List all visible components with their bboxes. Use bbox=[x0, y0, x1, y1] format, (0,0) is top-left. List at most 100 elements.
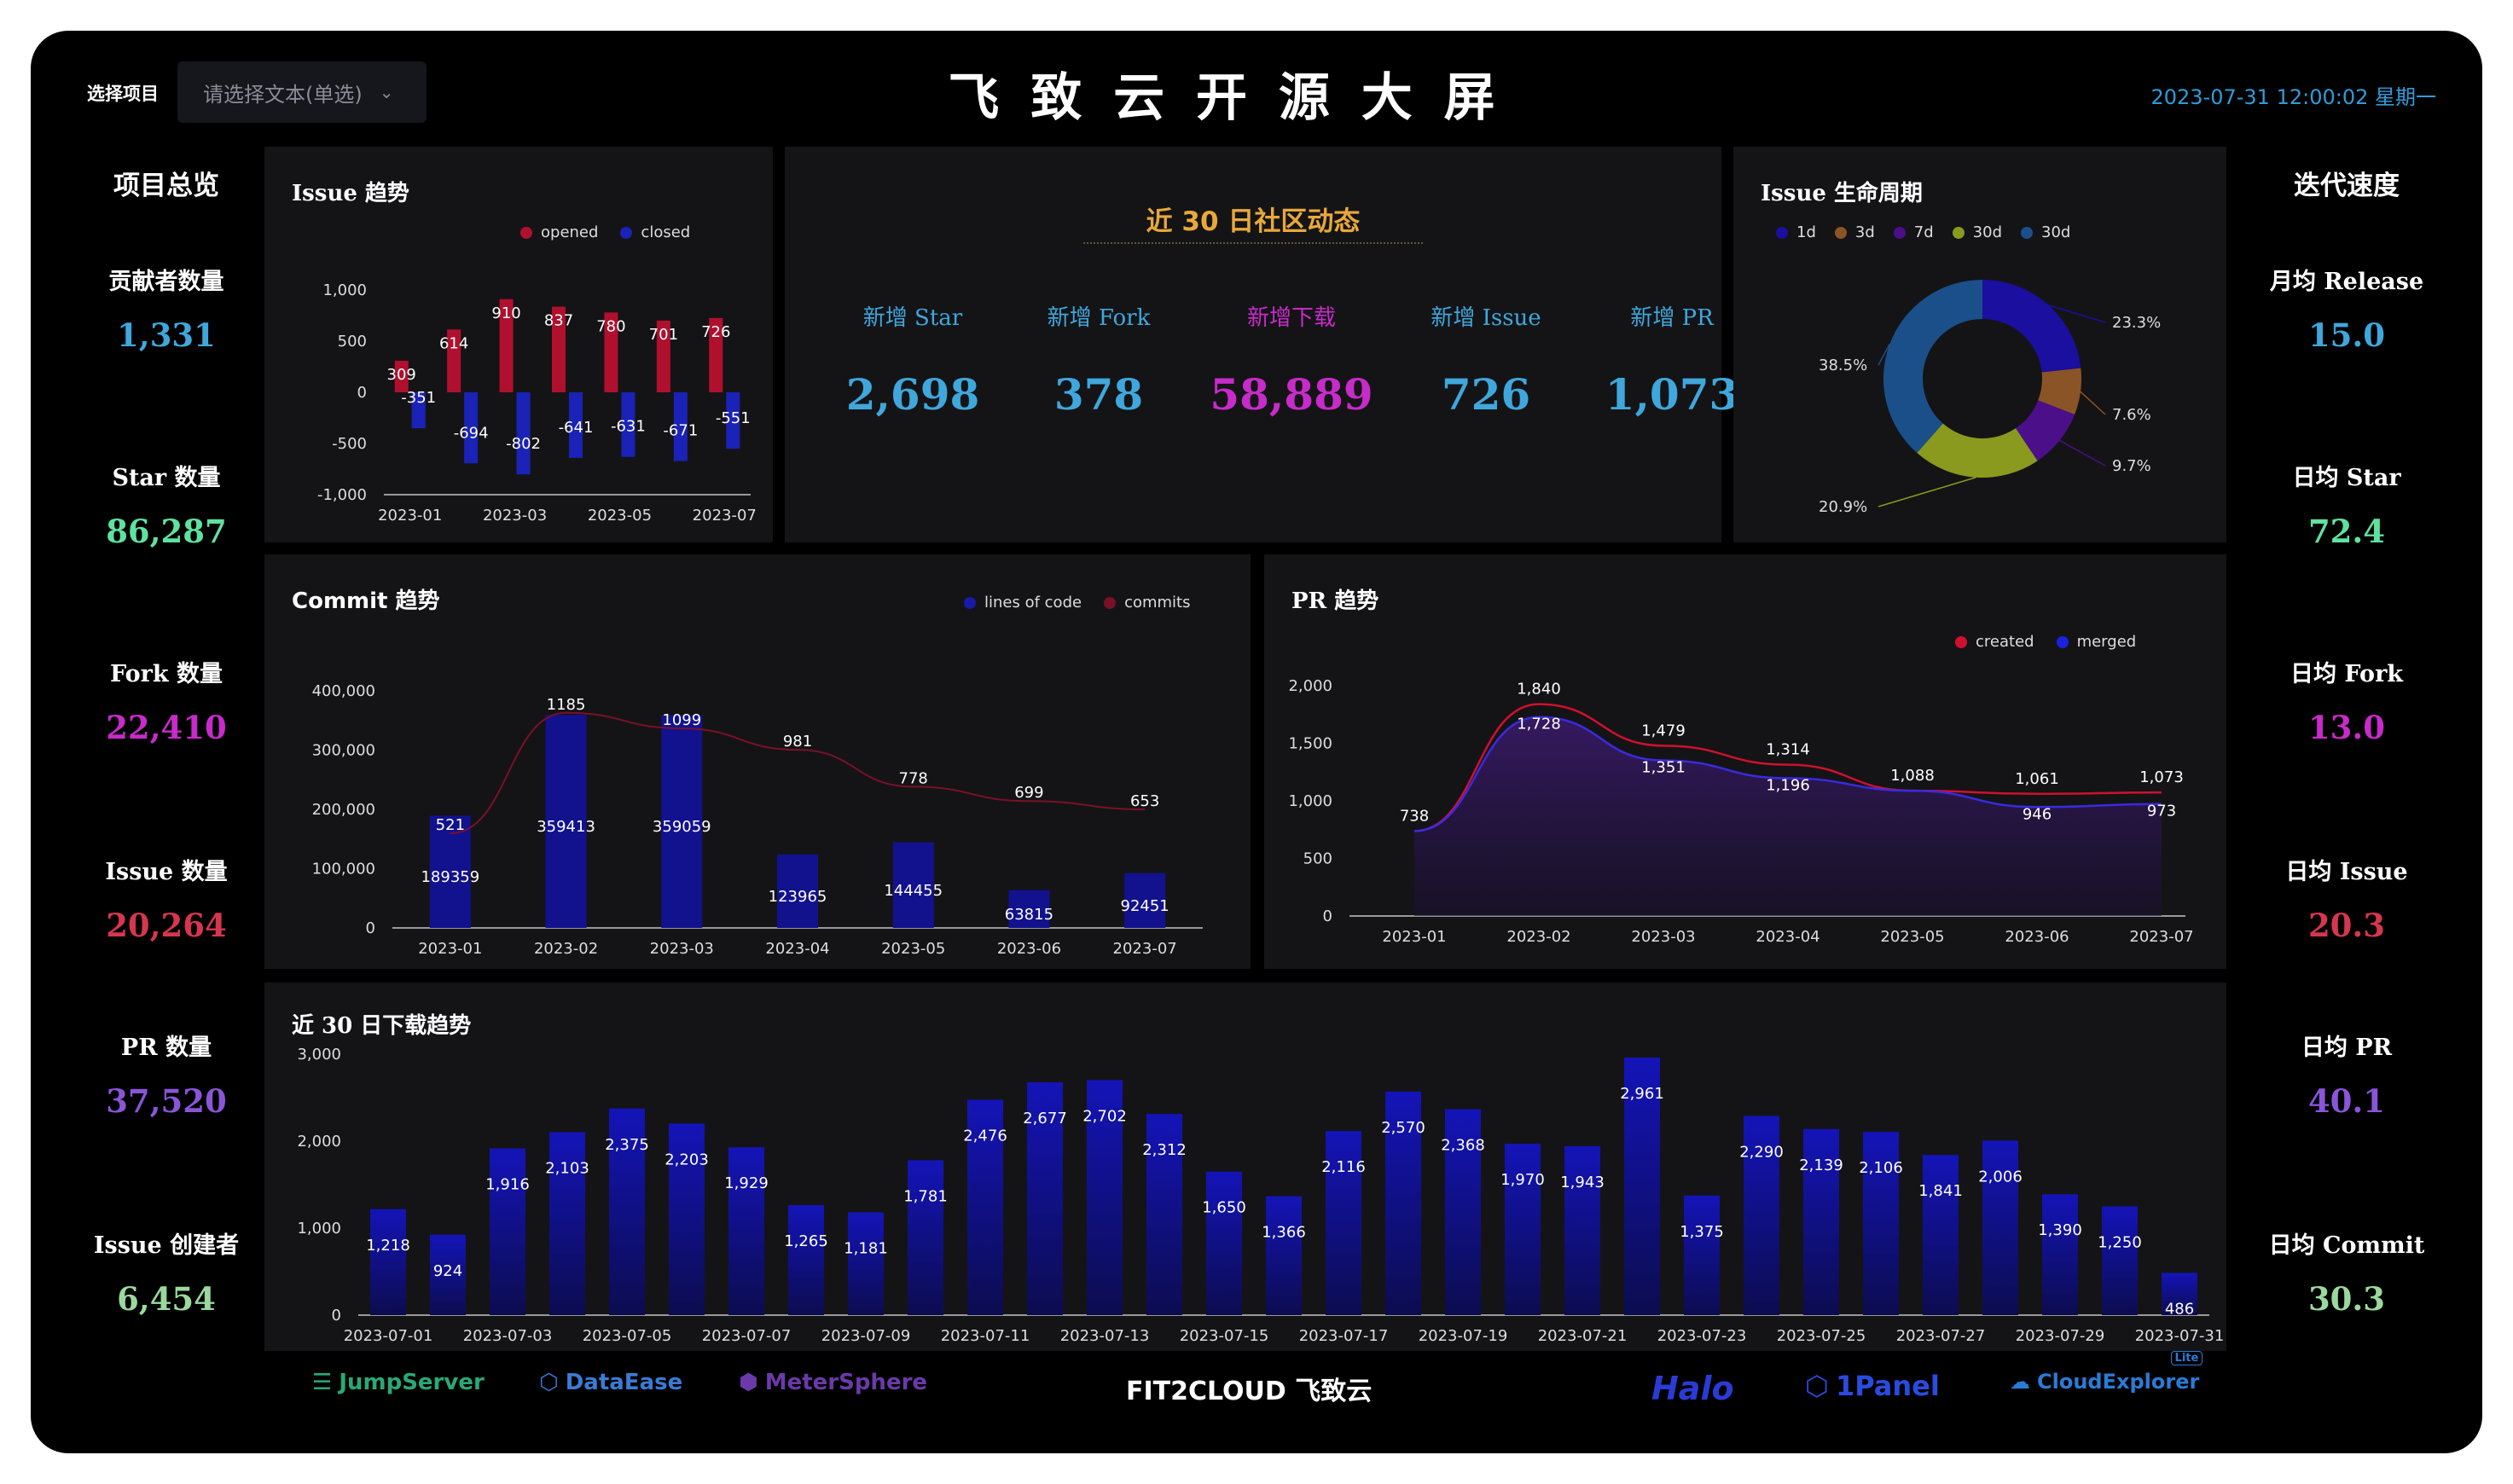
left-stat-value: 37,520 bbox=[106, 1082, 227, 1120]
download-bar bbox=[1206, 1171, 1242, 1315]
download-value-label: 2,103 bbox=[545, 1159, 589, 1177]
project-select-label: 选择项目 bbox=[87, 84, 159, 104]
download-bar bbox=[788, 1204, 824, 1315]
lines-bar bbox=[1124, 872, 1166, 928]
jumpserver-logo[interactable]: ☰ JumpServer bbox=[312, 1370, 485, 1395]
opened-bar bbox=[552, 306, 566, 392]
opened-label: 614 bbox=[439, 334, 468, 352]
community-item-3: 新增 Issue 726 bbox=[1401, 300, 1571, 420]
lifecycle-legend-item-3[interactable]: 30d bbox=[1952, 223, 2002, 241]
download-bar bbox=[1803, 1128, 1839, 1315]
community-item-value: 2,698 bbox=[845, 369, 980, 420]
opened-bar bbox=[656, 320, 670, 392]
legend-opened-label: opened bbox=[541, 223, 599, 241]
x-tick-label: 2023-03 bbox=[483, 507, 547, 525]
x-tick-label: 2023-07 bbox=[693, 507, 757, 525]
left-stat-value: 1,331 bbox=[117, 316, 216, 354]
lifecycle-legend-label: 1d bbox=[1796, 223, 1816, 241]
merged-value-label: 1,196 bbox=[1766, 777, 1810, 795]
1panel-icon: ⬡ bbox=[1805, 1370, 1829, 1402]
x-tick-label: 2023-07 bbox=[2129, 928, 2193, 946]
pr-trend-chart: 0 500 1,000 1,500 2,000 738 2023-01 1,840 1,728 2… bbox=[1288, 677, 2193, 946]
community-item-value: 1,073 bbox=[1605, 369, 1739, 420]
x-tick-label: 2023-07 bbox=[1113, 940, 1177, 958]
pr-panel: PR 趋势 created merged 0 500 1,000 1,500 2,000… bbox=[1264, 554, 2226, 969]
download-value-label: 2,368 bbox=[1441, 1136, 1485, 1154]
issue-trend-title: Issue 趋势 bbox=[292, 181, 409, 206]
lite-badge: Lite bbox=[2170, 1351, 2203, 1365]
legend-commits-dot bbox=[1104, 596, 1117, 609]
x-tick-label: 2023-07-05 bbox=[583, 1327, 672, 1345]
left-stat-value: 6,454 bbox=[117, 1280, 216, 1318]
download-bar bbox=[1564, 1145, 1600, 1315]
metersphere-logo[interactable]: ⬢ MeterSphere bbox=[739, 1370, 927, 1395]
download-bar bbox=[1744, 1116, 1779, 1315]
issue-trend-panel: Issue 趋势 opened closed 1,000 500 0 -500 -1,0… bbox=[264, 147, 773, 542]
halo-logo[interactable]: Halo bbox=[1651, 1370, 1734, 1407]
lifecycle-legend-item-2[interactable]: 7d bbox=[1893, 223, 1934, 241]
closed-bar bbox=[569, 392, 583, 458]
commit-legend: lines of code commits bbox=[964, 594, 1191, 612]
community-title: 近 30 日社区动态 bbox=[1146, 206, 1361, 237]
opened-bar bbox=[499, 299, 514, 392]
download-value-label: 486 bbox=[2165, 1300, 2194, 1318]
donut-slice-30d bbox=[1883, 280, 1982, 454]
download-value-label: 2,139 bbox=[1799, 1156, 1843, 1174]
donut-leader-line bbox=[2048, 304, 2106, 323]
download-bar bbox=[370, 1209, 406, 1315]
donut-slice-3d bbox=[2038, 368, 2081, 415]
lifecycle-legend-item-4[interactable]: 30d bbox=[2021, 223, 2070, 241]
velocity-title: 迭代速度 bbox=[2294, 171, 2400, 201]
lifecycle-legend-dot bbox=[1952, 226, 1965, 239]
lines-bar bbox=[661, 715, 703, 928]
created-value-label: 1,479 bbox=[1641, 722, 1686, 739]
created-value-label: 738 bbox=[1400, 807, 1429, 825]
right-stat-value: 15.0 bbox=[2307, 316, 2386, 354]
project-select[interactable]: 请选择文本(单选) ⌄ bbox=[177, 61, 427, 123]
left-stat-label: Fork 数量 bbox=[109, 661, 223, 687]
closed-bar bbox=[621, 392, 636, 457]
y-tick-label: 0 bbox=[366, 919, 375, 937]
y-tick-label: 500 bbox=[1303, 850, 1332, 868]
y-tick-label: 1,000 bbox=[1288, 792, 1332, 810]
community-item-label: 新增 PR bbox=[1630, 305, 1714, 331]
pr-legend: created merged bbox=[1955, 633, 2136, 651]
download-value-label: 1,366 bbox=[1262, 1224, 1306, 1242]
legend-created-label: created bbox=[1976, 633, 2034, 651]
download-value-label: 2,702 bbox=[1082, 1107, 1127, 1125]
legend-lines[interactable]: lines of code bbox=[964, 594, 1082, 612]
fit2cloud-logo[interactable]: FIT2CLOUD 飞致云 bbox=[1126, 1370, 1372, 1407]
lines-value-label: 144455 bbox=[884, 882, 943, 900]
cloudexplorer-logo[interactable]: ☁ CloudExplorer Lite bbox=[2010, 1351, 2203, 1394]
y-tick-label: -1,000 bbox=[317, 486, 367, 504]
metersphere-icon: ⬢ bbox=[739, 1370, 758, 1395]
download-bar bbox=[967, 1099, 1003, 1315]
lines-value-label: 123965 bbox=[769, 888, 827, 906]
legend-created[interactable]: created bbox=[1955, 633, 2034, 651]
community-item-label: 新增 Fork bbox=[1047, 305, 1151, 331]
x-tick-label: 2023-07-19 bbox=[1419, 1327, 1508, 1345]
x-tick-label: 2023-07-31 bbox=[2135, 1327, 2225, 1345]
merged-value-label: 1,728 bbox=[1517, 716, 1561, 733]
1panel-logo[interactable]: ⬡ 1Panel bbox=[1805, 1370, 1940, 1402]
x-tick-label: 2023-07-17 bbox=[1299, 1327, 1389, 1345]
download-bar bbox=[490, 1148, 525, 1315]
lifecycle-legend-item-1[interactable]: 3d bbox=[1834, 223, 1875, 241]
donut-slice-7d bbox=[2015, 400, 2075, 461]
legend-merged[interactable]: merged bbox=[2056, 633, 2136, 651]
legend-closed[interactable]: closed bbox=[620, 223, 690, 241]
dataease-logo[interactable]: ⬡ DataEase bbox=[539, 1370, 682, 1395]
opened-label: 726 bbox=[701, 323, 730, 341]
lifecycle-legend-item-0[interactable]: 1d bbox=[1776, 223, 1816, 241]
closed-bar bbox=[411, 392, 426, 429]
lifecycle-title: Issue 生命周期 bbox=[1761, 181, 1923, 206]
download-value-label: 1,265 bbox=[784, 1232, 828, 1250]
download-bar bbox=[1624, 1057, 1660, 1315]
legend-opened[interactable]: opened bbox=[520, 223, 598, 241]
lifecycle-legend-label: 3d bbox=[1854, 223, 1875, 241]
merged-value-label: 1,351 bbox=[1641, 759, 1686, 777]
legend-commits[interactable]: commits bbox=[1104, 594, 1191, 612]
community-item-0: 新增 Star 2,698 bbox=[827, 300, 998, 420]
right-stat-value: 72.4 bbox=[2307, 513, 2386, 550]
dashboard-frame: 选择项目 请选择文本(单选) ⌄ 飞 致 云 开 源 大 屏 2023-07-3… bbox=[31, 31, 2482, 1453]
